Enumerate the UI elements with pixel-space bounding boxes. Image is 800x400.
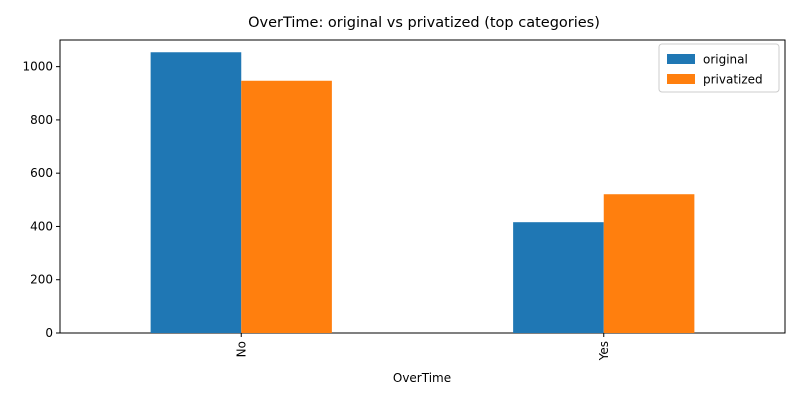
bar-privatized-yes (603, 194, 695, 333)
x-axis: No Yes (234, 333, 611, 361)
x-axis-title: OverTime (393, 371, 451, 385)
x-tick-label-yes: Yes (597, 341, 611, 361)
legend-label-privatized: privatized (703, 73, 763, 87)
x-tick-label-no: No (234, 341, 248, 357)
chart-title: OverTime: original vs privatized (top ca… (248, 15, 600, 31)
y-tick-label: 200 (30, 273, 53, 287)
legend-swatch-original (667, 54, 695, 64)
bar-original-no (150, 52, 242, 334)
bar-privatized-no (241, 80, 332, 334)
y-tick-label: 800 (30, 113, 53, 127)
y-axis: 0 200 400 600 800 1000 (22, 60, 60, 340)
plot-area (59, 39, 786, 334)
legend-label-original: original (703, 53, 748, 67)
y-tick-label: 600 (30, 166, 53, 180)
legend-swatch-privatized (667, 74, 695, 84)
bar-original-yes (513, 222, 604, 333)
plot-frame (59, 39, 786, 334)
y-tick-label: 0 (45, 326, 53, 340)
legend: original privatized (658, 43, 780, 93)
y-tick-label: 400 (30, 219, 53, 233)
y-tick-label: 1000 (22, 60, 53, 74)
bars-group (150, 52, 695, 334)
